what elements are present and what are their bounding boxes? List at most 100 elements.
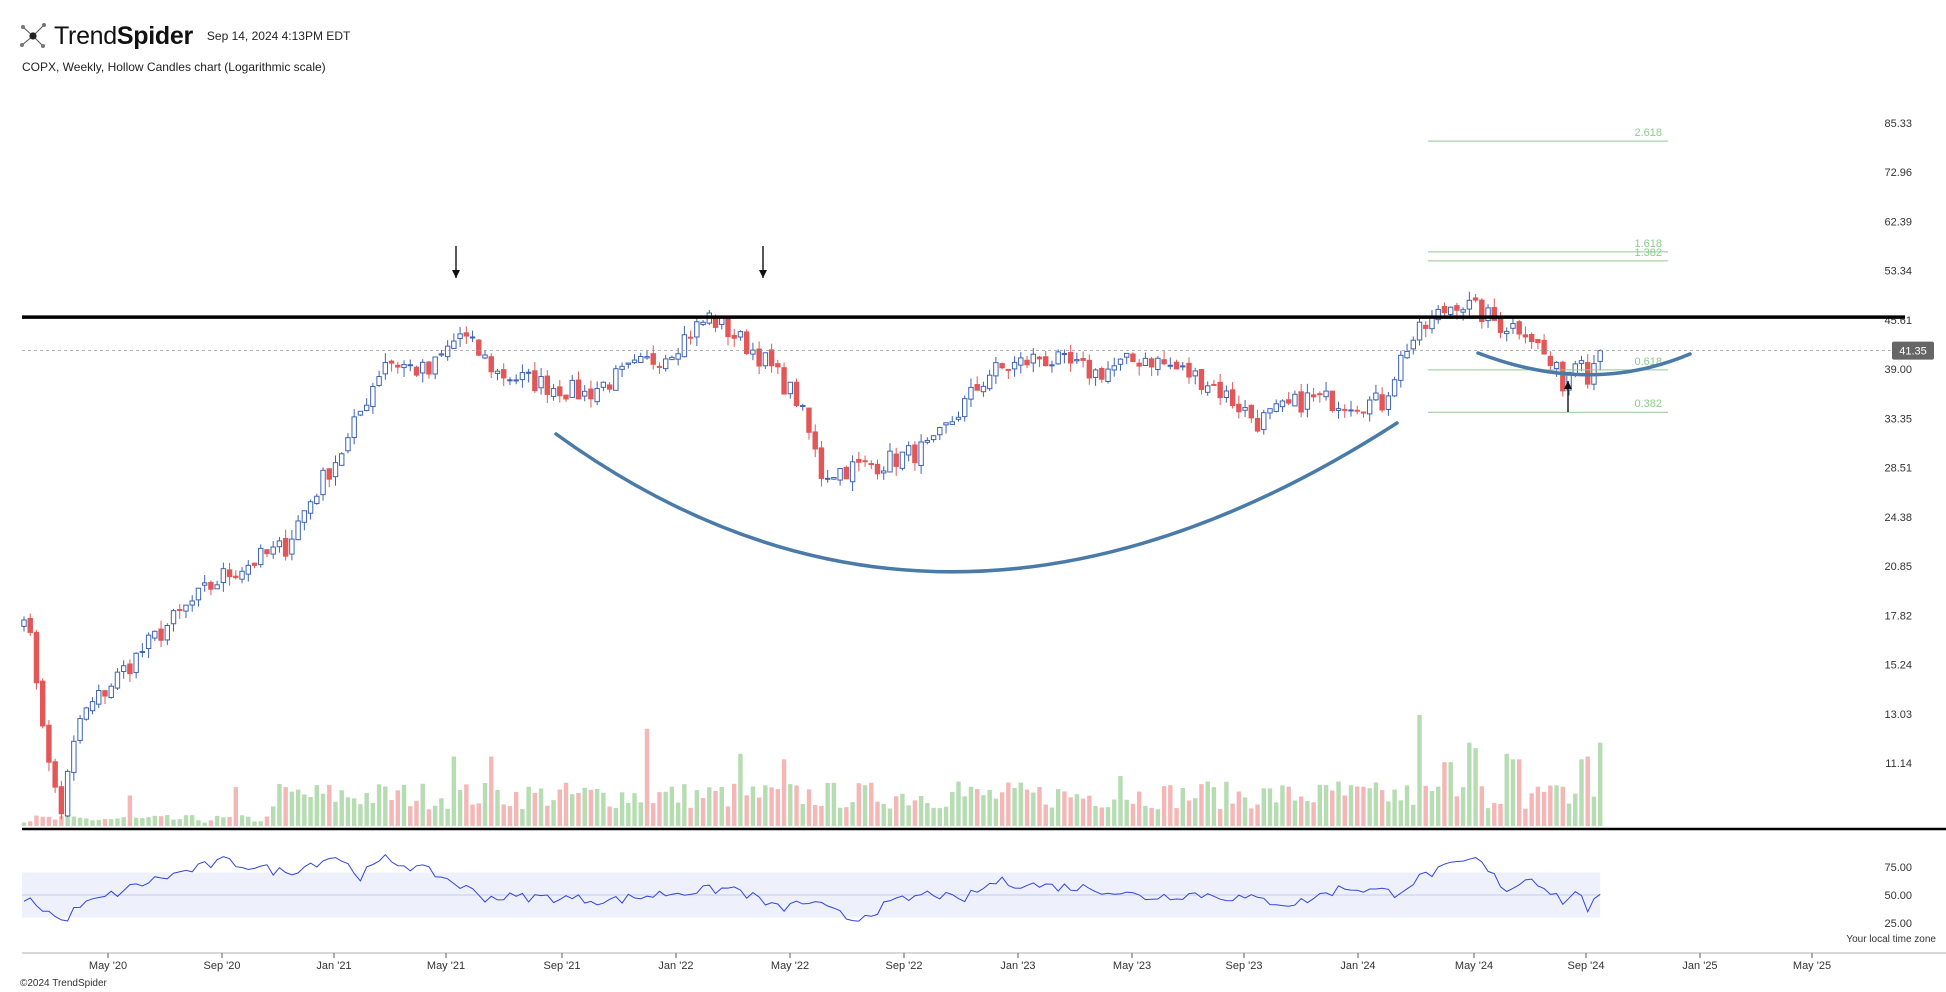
candle-body [420, 361, 426, 374]
candle-body [33, 631, 40, 684]
volume-bar [1566, 803, 1572, 826]
volume-bar [52, 819, 58, 826]
candle-body [1049, 364, 1055, 367]
candle-body [1398, 354, 1404, 381]
volume-bar [28, 821, 33, 826]
handle-curve [1476, 351, 1692, 377]
volume-bar [1548, 785, 1553, 826]
candle-body [1092, 369, 1099, 378]
volume-bar [1355, 786, 1360, 826]
candle-body [1385, 395, 1392, 410]
volume-bar [507, 806, 513, 826]
volume-bar [887, 808, 893, 826]
volume-bar [364, 792, 369, 826]
volume-bar [806, 789, 812, 826]
candle-body [644, 356, 650, 359]
volume-bar [158, 816, 164, 826]
timezone-note[interactable]: Your local time zone [1846, 934, 1936, 945]
candle-body [519, 372, 526, 381]
volume-bar [831, 782, 837, 826]
candle-body [918, 441, 924, 467]
volume-bar [1448, 762, 1453, 826]
candle-body [949, 421, 955, 425]
volume-bar [1236, 791, 1242, 826]
candle-body [775, 363, 781, 368]
candle-body [1360, 411, 1367, 414]
candle-body [1348, 409, 1354, 412]
volume-bar [1554, 785, 1559, 826]
candle-body [669, 356, 675, 361]
candle-body [1086, 359, 1093, 379]
volume-bar [1149, 807, 1154, 826]
candle-body [1472, 297, 1479, 301]
candle-body [1441, 305, 1448, 314]
volume-bar [464, 784, 469, 826]
candle-body [177, 609, 183, 612]
volume-bar [414, 800, 419, 826]
candle-body [1285, 399, 1292, 404]
volume-bar [1118, 776, 1123, 826]
candle-body [52, 761, 58, 788]
candle-body [862, 460, 868, 463]
candle-body [469, 336, 476, 339]
candle-body [388, 360, 395, 364]
trendspider-logo-icon [20, 23, 46, 48]
volume-bar [295, 789, 301, 826]
candle-body [382, 362, 389, 375]
down-arrow-head [452, 270, 460, 278]
volume-bar [109, 819, 114, 826]
volume-bar [1136, 791, 1142, 826]
candle-body [339, 453, 345, 466]
volume-bar [1429, 791, 1435, 826]
candle-body [550, 388, 557, 397]
candle-body [1547, 355, 1554, 366]
candle-body [1466, 299, 1473, 310]
candle-body [39, 680, 46, 727]
candle-body [1329, 390, 1335, 411]
candle-body [575, 379, 582, 400]
volume-bar [1018, 782, 1023, 826]
volume-bar [239, 815, 245, 826]
rsi-tick-label: 50.00 [1884, 890, 1912, 902]
candle-body [96, 689, 102, 705]
candle-body [930, 435, 937, 441]
candle-body [363, 404, 370, 412]
volume-bar [931, 807, 936, 826]
volume-bar [1242, 797, 1248, 826]
volume-bar [1105, 807, 1111, 826]
volume-bar [283, 787, 288, 826]
candle-body [1317, 393, 1323, 396]
candle-body [625, 362, 632, 365]
candle-body [226, 569, 233, 578]
volume-bar [1267, 788, 1273, 826]
candle-body [432, 356, 438, 375]
candle-body [662, 358, 669, 370]
volume-bar [1442, 762, 1447, 826]
volume-bar [694, 790, 700, 826]
candle-body [1074, 359, 1080, 362]
volume-bar [1311, 802, 1316, 826]
candle-body [588, 388, 594, 400]
volume-bar [1249, 808, 1254, 826]
candle-body [881, 470, 887, 474]
candle-body [557, 386, 563, 397]
y-tick-label: 11.14 [1885, 758, 1912, 770]
fib-level-label: 1.382 [1634, 247, 1662, 259]
candle-body [563, 394, 569, 400]
candle-body [962, 398, 968, 418]
volume-bar [90, 820, 95, 826]
volume-bar [1255, 804, 1260, 826]
volume-bar [1280, 785, 1285, 826]
candle-body [731, 335, 737, 339]
candle-body [1117, 358, 1124, 365]
volume-bar [1585, 756, 1590, 826]
volume-bar [1130, 803, 1136, 826]
volume-bar [1112, 799, 1117, 826]
candle-body [999, 363, 1005, 369]
candle-body [507, 379, 513, 382]
candle-body [1298, 391, 1304, 413]
volume-bar [1467, 742, 1472, 826]
volume-bar [1031, 792, 1036, 826]
candle-body [874, 463, 881, 475]
